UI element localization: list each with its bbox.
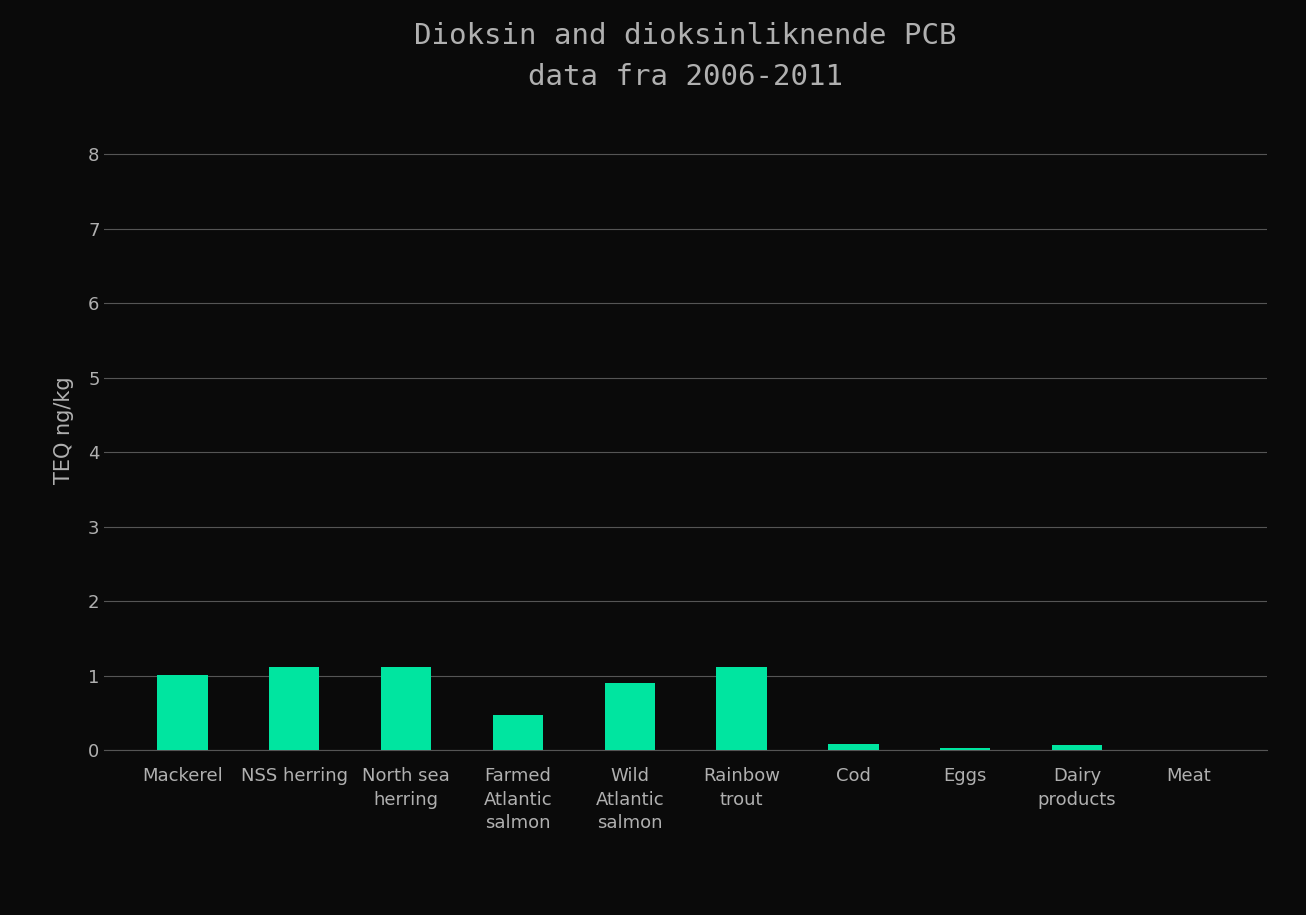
Bar [1051, 745, 1102, 750]
Bar [717, 667, 767, 750]
Bar [605, 684, 654, 750]
Bar [828, 744, 879, 750]
Bar [381, 667, 431, 750]
Bar [492, 715, 543, 750]
Bar [269, 667, 320, 750]
Bar [157, 675, 208, 750]
Title: Dioksin and dioksinliknende PCB
data fra 2006-2011: Dioksin and dioksinliknende PCB data fra… [414, 22, 957, 91]
Y-axis label: TEQ ng/kg: TEQ ng/kg [55, 376, 74, 484]
Bar [940, 748, 990, 750]
